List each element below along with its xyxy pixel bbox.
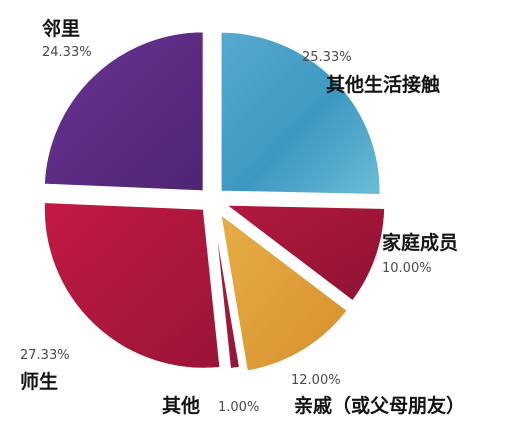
slice-value-label: 1.00% — [218, 400, 259, 415]
pie-slice — [212, 209, 242, 371]
pie-labels: 25.33% 其他生活接触 家庭成员 10.00% 12.00% 亲戚（或父母朋… — [20, 17, 465, 417]
slice-name-label: 师生 — [20, 370, 58, 393]
slice-value-label: 10.00% — [382, 261, 432, 276]
slice-name-label: 其他生活接触 — [326, 73, 440, 96]
pie-slices — [42, 30, 387, 373]
slice-value-label: 24.33% — [42, 45, 92, 60]
slice-name-label: 亲戚（或父母朋友） — [294, 394, 465, 417]
pie-slice — [219, 30, 382, 196]
slice-name-label: 家庭成员 — [382, 231, 458, 254]
slice-name-label: 其他 — [162, 394, 200, 417]
pie-slice — [222, 203, 387, 303]
slice-value-label: 12.00% — [291, 373, 341, 388]
pie-slice — [42, 200, 222, 370]
slice-name-label: 邻里 — [42, 17, 80, 40]
slice-value-label: 27.33% — [20, 348, 70, 363]
pie-slice — [218, 211, 350, 373]
slice-value-label: 25.33% — [302, 50, 352, 65]
pie-slice — [42, 30, 205, 193]
